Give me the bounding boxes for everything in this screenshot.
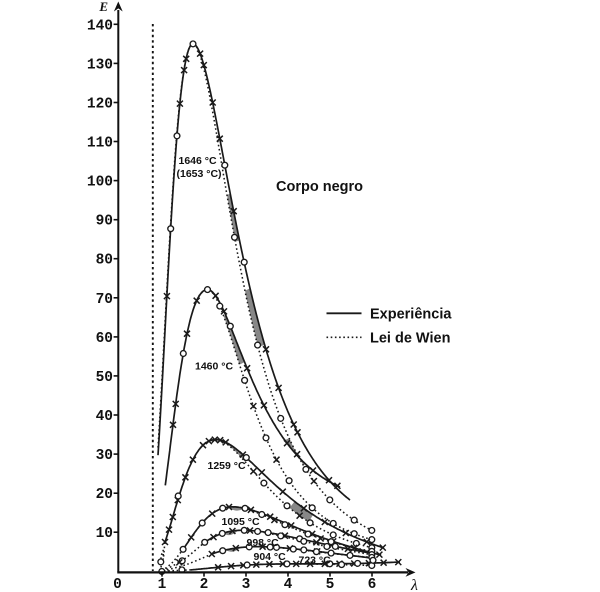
svg-text:90: 90 (96, 214, 113, 230)
svg-text:6: 6 (368, 577, 377, 592)
svg-text:904 °C: 904 °C (254, 551, 287, 563)
svg-text:130: 130 (87, 57, 113, 73)
svg-text:λ: λ (410, 577, 418, 592)
svg-text:0: 0 (113, 577, 122, 592)
svg-text:E: E (98, 0, 108, 14)
svg-text:3: 3 (242, 577, 251, 592)
svg-text:80: 80 (96, 253, 113, 269)
svg-text:998 °C: 998 °C (247, 537, 280, 549)
svg-text:Corpo negro: Corpo negro (276, 179, 363, 195)
svg-text:110: 110 (87, 136, 113, 152)
svg-text:1646 °C: 1646 °C (179, 155, 217, 167)
svg-text:1: 1 (158, 577, 167, 592)
svg-text:70: 70 (96, 292, 113, 308)
svg-text:1095 °C: 1095 °C (222, 516, 260, 528)
svg-text:140: 140 (87, 18, 113, 34)
svg-text:40: 40 (96, 409, 113, 425)
svg-text:Lei de Wien: Lei de Wien (370, 331, 450, 347)
svg-text:50: 50 (96, 370, 113, 386)
svg-text:120: 120 (87, 97, 113, 113)
svg-text:5: 5 (326, 577, 335, 592)
svg-text:20: 20 (96, 487, 113, 503)
svg-text:723 °C: 723 °C (299, 555, 332, 567)
svg-text:4: 4 (284, 577, 293, 592)
svg-text:1460 °C: 1460 °C (195, 361, 233, 373)
svg-text:60: 60 (96, 331, 113, 347)
svg-text:1259 °C: 1259 °C (208, 460, 246, 472)
svg-text:100: 100 (87, 175, 113, 191)
svg-text:Experiência: Experiência (370, 307, 452, 323)
svg-text:30: 30 (96, 448, 113, 464)
svg-text:2: 2 (200, 577, 209, 592)
svg-text:(1653 °C): (1653 °C) (177, 168, 222, 180)
svg-text:10: 10 (96, 526, 113, 542)
